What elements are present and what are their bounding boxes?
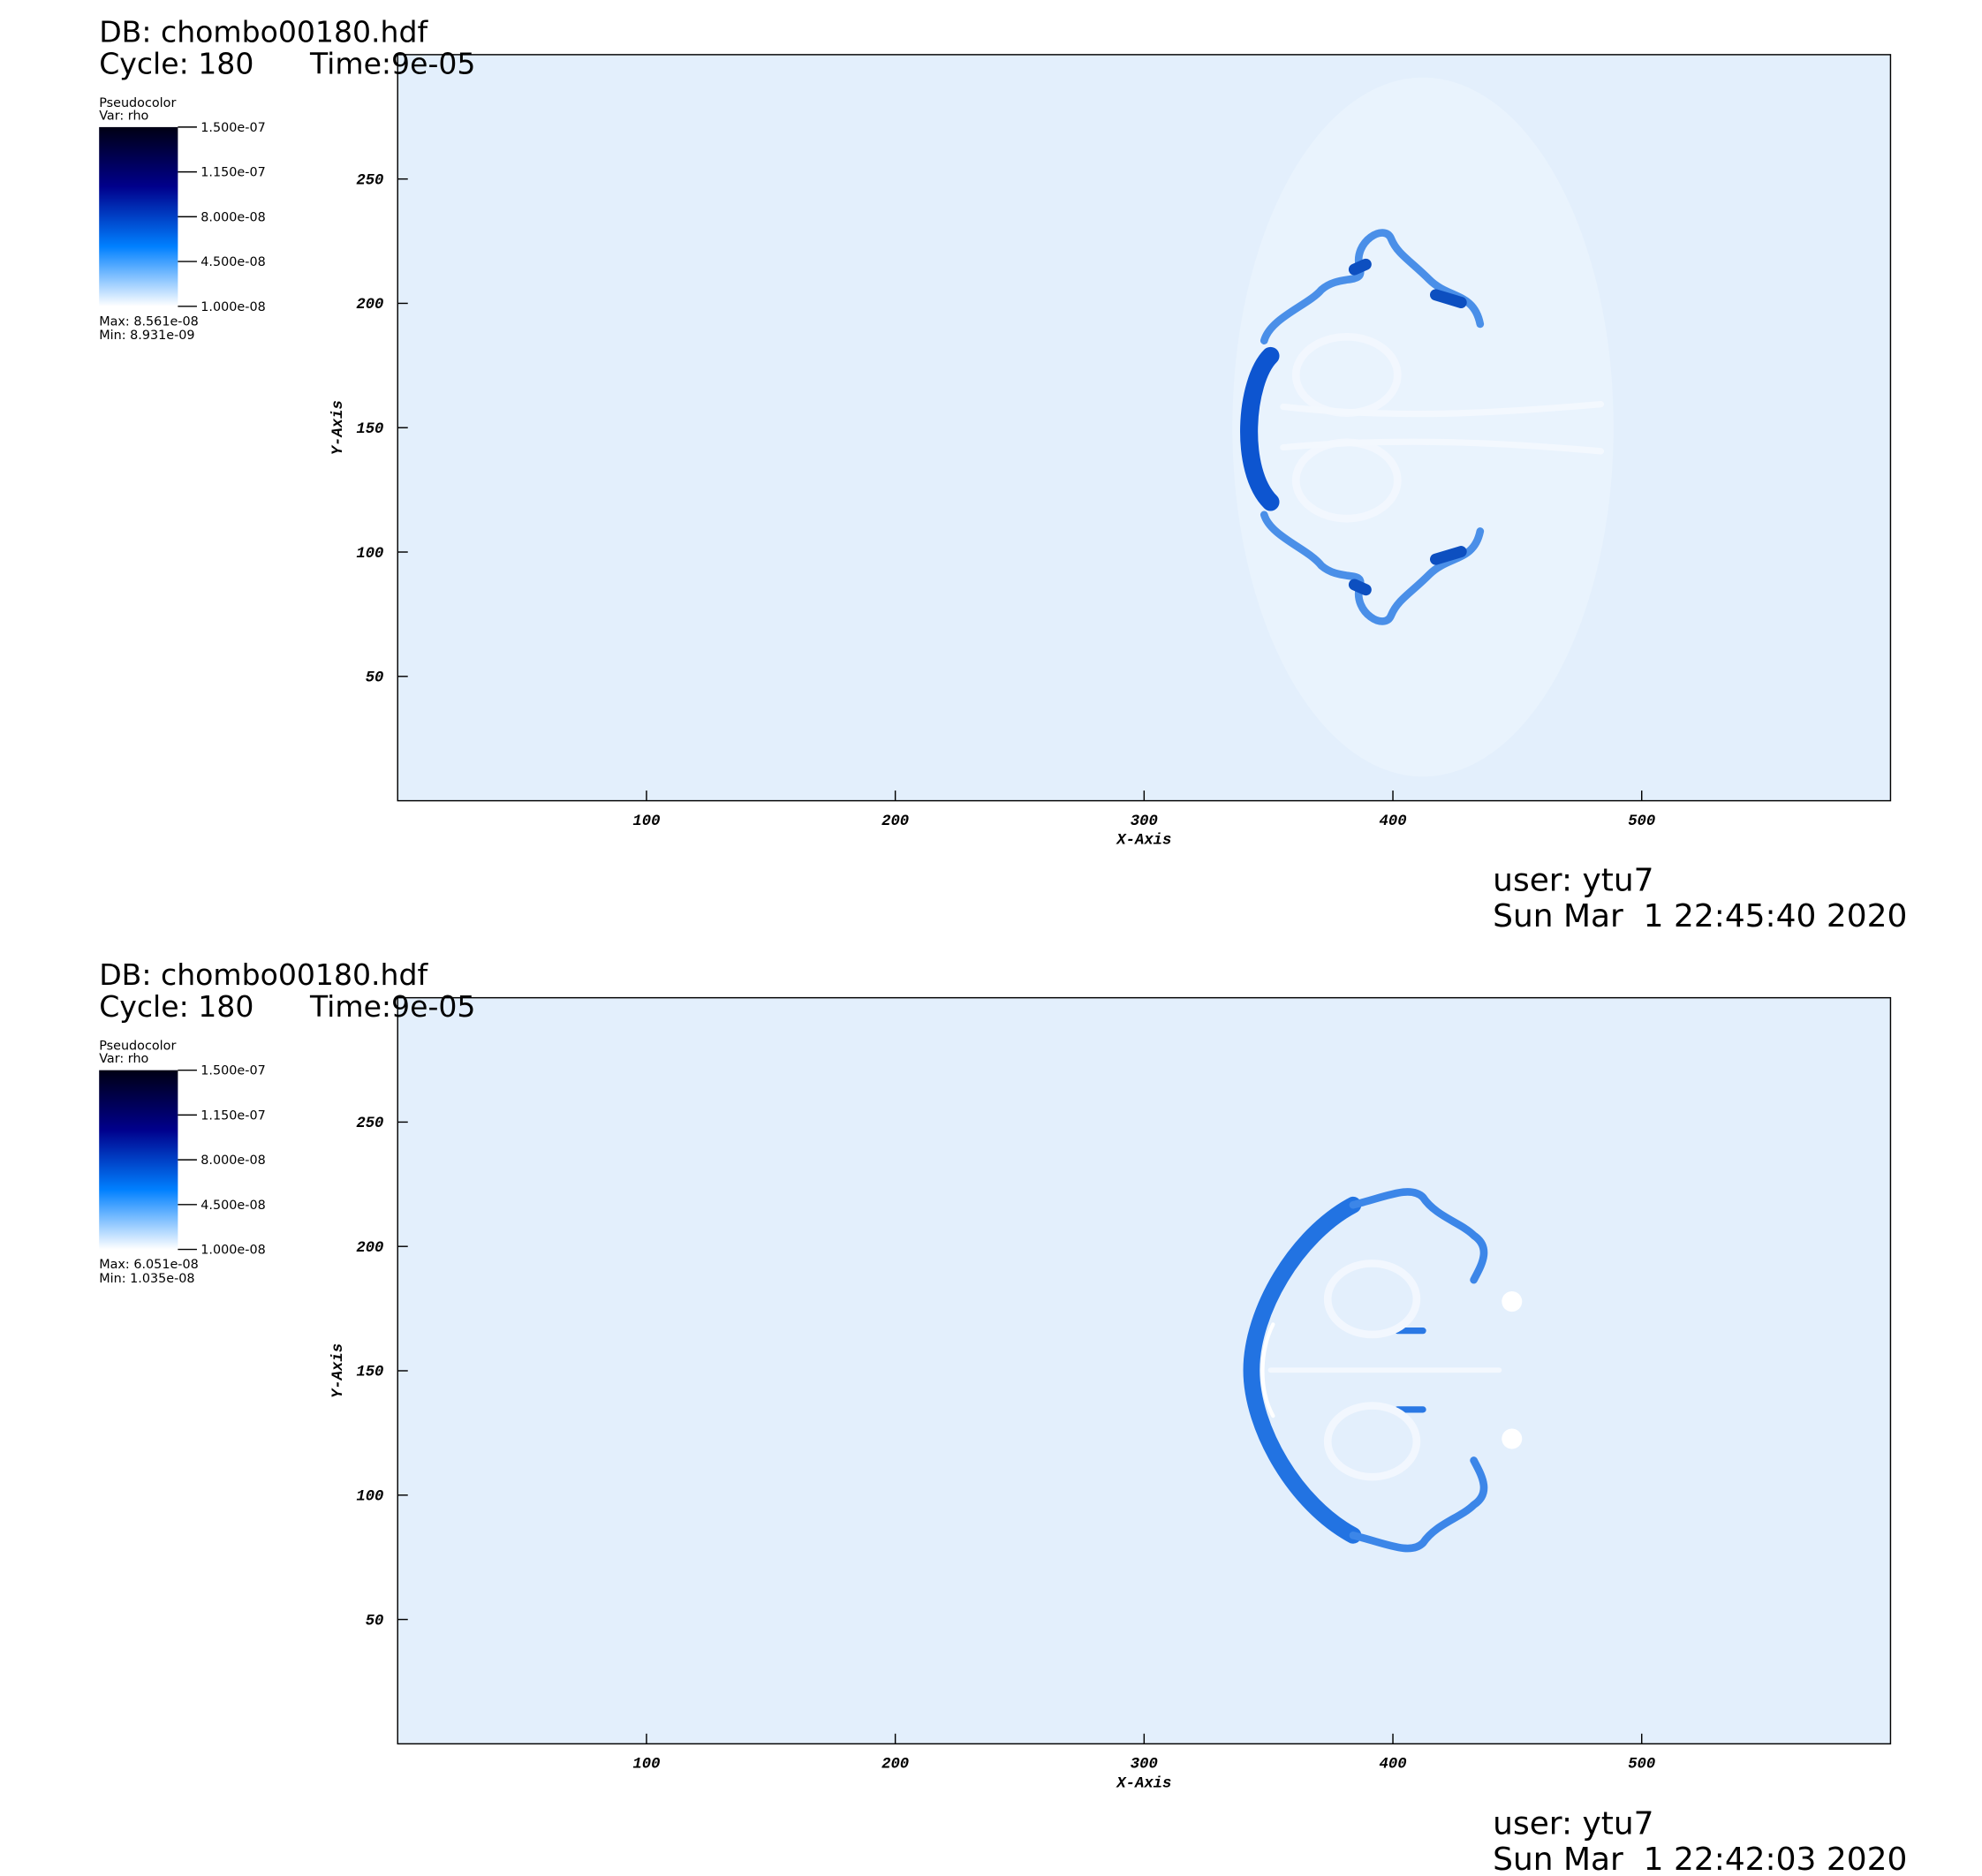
colorbar-tick-label: 4.500e-08 <box>200 1199 265 1213</box>
colorbar-tick-label: 1.000e-08 <box>200 300 265 314</box>
time: Time:9e-05 <box>309 46 475 80</box>
x-tick-label: 200 <box>881 1757 909 1774</box>
colorbar <box>99 126 178 306</box>
x-tick-label: 200 <box>881 813 909 830</box>
colorbar-tick-label: 8.000e-08 <box>200 1154 265 1168</box>
y-tick-label: 50 <box>366 1613 384 1630</box>
colorbar-tick-label: 1.000e-08 <box>200 1244 265 1258</box>
x-tick-label: 300 <box>1131 1757 1158 1774</box>
colorbar-tick-label: 8.000e-08 <box>200 210 265 224</box>
cycle: Cycle: 180 <box>99 989 253 1024</box>
colorbar <box>99 1070 178 1250</box>
colorbar-tick-label: 1.500e-07 <box>200 121 265 135</box>
colorbar-tick-label: 1.150e-07 <box>200 166 265 180</box>
colorbar-tick-label: 1.500e-07 <box>200 1064 265 1078</box>
cycle: Cycle: 180 <box>99 46 253 80</box>
x-tick-label: 500 <box>1628 1757 1655 1774</box>
min-label: Min: 8.931e-09 <box>99 329 194 343</box>
db-title: DB: chombo00180.hdf <box>99 957 428 992</box>
y-tick-label: 200 <box>356 297 383 314</box>
plot-name: Pseudocolor <box>99 96 176 110</box>
user: user: ytu7 <box>1493 1806 1653 1842</box>
x-tick-label: 400 <box>1380 1757 1407 1774</box>
y-tick-label: 100 <box>356 1489 383 1506</box>
plot-area <box>397 54 1891 801</box>
time: Time:9e-05 <box>309 989 475 1024</box>
x-tick-label: 400 <box>1380 813 1407 830</box>
y-axis-label: Y-Axis <box>330 1343 347 1398</box>
plot-name: Pseudocolor <box>99 1040 176 1054</box>
max-label: Max: 6.051e-08 <box>99 1258 199 1272</box>
x-tick-label: 100 <box>632 813 660 830</box>
user: user: ytu7 <box>1493 863 1653 899</box>
plot-area <box>397 997 1891 1744</box>
colorbar-tick-label: 1.150e-07 <box>200 1108 265 1123</box>
y-tick-label: 250 <box>356 172 383 189</box>
variable: Var: rho <box>99 109 148 123</box>
y-tick-label: 100 <box>356 546 383 563</box>
x-tick-label: 300 <box>1131 813 1158 830</box>
y-tick-label: 250 <box>356 1116 383 1132</box>
min-label: Min: 1.035e-08 <box>99 1272 194 1286</box>
y-tick-label: 150 <box>356 421 383 438</box>
y-tick-label: 150 <box>356 1365 383 1381</box>
max-label: Max: 8.561e-08 <box>99 314 199 329</box>
y-tick-label: 200 <box>356 1240 383 1257</box>
field <box>1232 77 1614 777</box>
x-tick-label: 100 <box>632 1757 660 1774</box>
x-tick-label: 500 <box>1628 813 1655 830</box>
colorbar-tick-label: 4.500e-08 <box>200 255 265 269</box>
x-axis-label: X-Axis <box>1116 1775 1171 1792</box>
db-title: DB: chombo00180.hdf <box>99 14 428 49</box>
field <box>1243 1188 1523 1553</box>
variable: Var: rho <box>99 1052 148 1066</box>
x-axis-label: X-Axis <box>1116 833 1171 850</box>
date: Sun Mar 1 22:45:40 2020 <box>1493 898 1907 934</box>
date: Sun Mar 1 22:42:03 2020 <box>1493 1842 1907 1876</box>
y-axis-label: Y-Axis <box>330 400 347 455</box>
y-tick-label: 50 <box>366 670 384 687</box>
